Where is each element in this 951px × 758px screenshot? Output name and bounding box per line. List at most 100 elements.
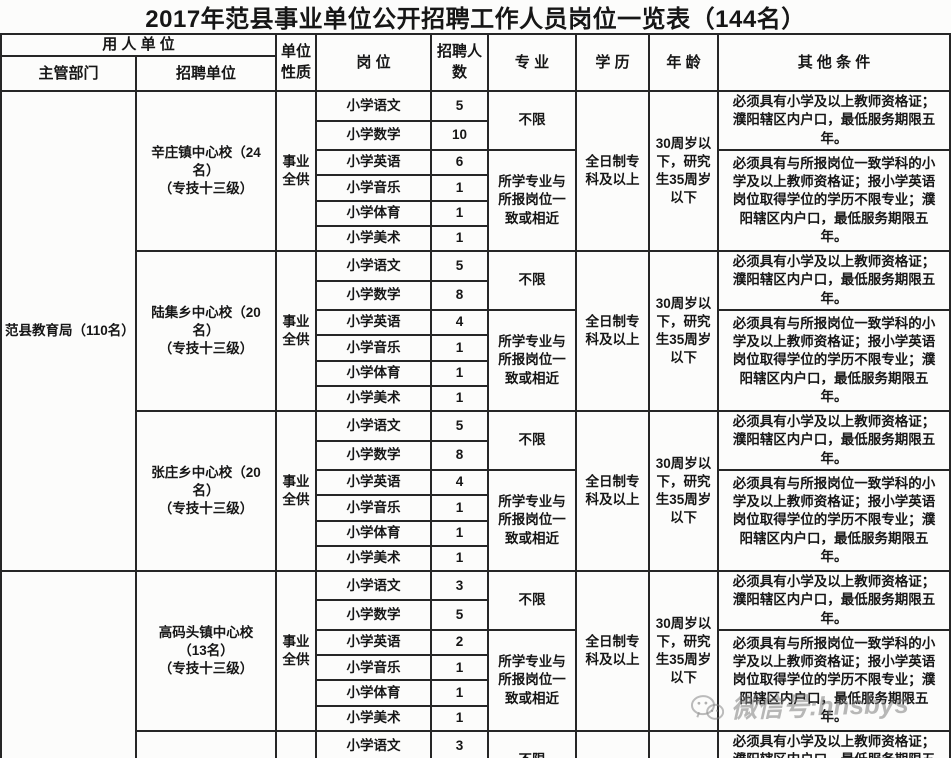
table-row: 小学美术 1 bbox=[1, 544, 950, 573]
position-cell: 小学语文 bbox=[315, 250, 433, 282]
header-row-2: 主管部门 招聘单位 bbox=[0, 55, 950, 93]
age-cell: 30周岁以下，研究生35周岁以下 bbox=[648, 570, 720, 733]
major-cell: 所学专业与所报岗位一致或相近 bbox=[487, 468, 578, 573]
headcount-cell: 2 bbox=[430, 628, 490, 657]
table-row: 小学体育 1 bbox=[1, 359, 950, 387]
headcount-cell: 1 bbox=[430, 334, 490, 362]
headcount-cell: 1 bbox=[430, 654, 490, 682]
table-row: 小学音乐 1 bbox=[1, 334, 950, 362]
headcount-cell: 1 bbox=[430, 224, 490, 253]
headcount-cell: 1 bbox=[430, 519, 490, 547]
education-cell: 全日制专科及以上 bbox=[575, 250, 651, 413]
position-cell: 小学音乐 bbox=[315, 654, 433, 682]
age-cell: 30周岁以下，研究生35周岁以下 bbox=[648, 250, 720, 413]
position-cell: 小学英语 bbox=[315, 468, 433, 497]
position-cell: 小学英语 bbox=[315, 628, 433, 657]
education-cell: 全日制专科及以上 bbox=[575, 570, 651, 733]
position-cell: 小学英语 bbox=[315, 308, 433, 337]
other-cond-cell: 必须具有小学及以上教师资格证；濮阳辖区内户口，最低服务期限五年。 bbox=[717, 570, 951, 631]
major-cell: 不限 bbox=[487, 90, 578, 151]
position-cell: 小学数学 bbox=[315, 439, 433, 471]
education-cell: 全日制专科及以上 bbox=[575, 90, 651, 253]
header-education: 学 历 bbox=[575, 32, 651, 93]
headcount-cell: 1 bbox=[430, 384, 490, 413]
other-cond-cell: 必须具有与所报岗位一致学科的小学及以上教师资格证；报小学英语岗位取得学位的学历不… bbox=[717, 468, 951, 573]
table-row: 小学音乐 1 bbox=[1, 174, 950, 202]
headcount-cell: 10 bbox=[430, 119, 490, 151]
position-cell: 小学语文 bbox=[315, 730, 433, 758]
positions-table: 用 人 单 位 单位性质 岗 位 招聘人数 专 业 学 历 年 龄 其 他 条 … bbox=[0, 32, 951, 758]
table-row: 小学音乐 1 bbox=[1, 654, 950, 682]
headcount-cell: 5 bbox=[430, 90, 490, 122]
position-cell: 小学语文 bbox=[315, 410, 433, 442]
headcount-cell: 1 bbox=[430, 174, 490, 202]
header-position: 岗 位 bbox=[315, 32, 433, 93]
other-cond-cell: 必须具有小学及以上教师资格证；濮阳辖区内户口，最低服务期限五年。 bbox=[717, 90, 951, 151]
position-cell: 小学体育 bbox=[315, 199, 433, 227]
age-cell bbox=[648, 730, 720, 758]
table-row: 小学数学 8 bbox=[1, 279, 950, 311]
major-cell: 不限 bbox=[487, 730, 578, 758]
position-cell: 小学语文 bbox=[315, 90, 433, 122]
headcount-cell: 1 bbox=[430, 494, 490, 522]
position-cell: 小学数学 bbox=[315, 599, 433, 631]
table-row: 张庄乡中心校（20名） （专技十三级） 事业 全供 小学语文 5 不限 全日制专… bbox=[1, 410, 951, 573]
table-row: 陆集乡中心校（20名） （专技十三级） 事业 全供 小学语文 5 不限 全日制专… bbox=[1, 250, 951, 413]
major-cell: 所学专业与所报岗位一致或相近 bbox=[487, 148, 578, 253]
position-cell: 小学数学 bbox=[315, 119, 433, 151]
position-cell: 小学体育 bbox=[315, 359, 433, 387]
headcount-cell: 4 bbox=[430, 468, 490, 497]
page-title: 2017年范县事业单位公开招聘工作人员岗位一览表（144名） bbox=[145, 6, 806, 33]
headcount-cell: 8 bbox=[430, 439, 490, 471]
age-cell: 30周岁以下，研究生35周岁以下 bbox=[648, 90, 720, 253]
major-cell: 所学专业与所报岗位一致或相近 bbox=[487, 628, 578, 733]
other-cond-cell: 必须具有与所报岗位一致学科的小学及以上教师资格证；报小学英语岗位取得学位的学历不… bbox=[717, 308, 951, 413]
position-cell: 小学美术 bbox=[315, 704, 433, 733]
headcount-cell: 1 bbox=[430, 704, 490, 733]
other-cond-cell: 必须具有与所报岗位一致学科的小学及以上教师资格证；报小学英语岗位取得学位的学历不… bbox=[717, 628, 951, 733]
table-row: 小学数学 10 bbox=[1, 119, 950, 151]
education-cell: 全日制专科及以上 bbox=[575, 410, 651, 573]
recruit-unit-cell bbox=[134, 730, 278, 758]
headcount-cell: 6 bbox=[430, 148, 490, 177]
unit-nature-cell: 事业 全供 bbox=[275, 90, 318, 253]
headcount-cell: 1 bbox=[430, 544, 490, 573]
header-employer-group: 用 人 单 位 bbox=[0, 32, 278, 58]
headcount-cell: 1 bbox=[430, 359, 490, 387]
supervisor-cell-2 bbox=[0, 570, 137, 758]
headcount-cell: 1 bbox=[430, 199, 490, 227]
table-row: 高码头镇中心校 （13名） （专技十三级） 事业 全供 小学语文 3 不限 全日… bbox=[0, 570, 951, 758]
header-major: 专 业 bbox=[487, 32, 578, 93]
table-row: 小学英语 4 所学专业与所报岗位一致或相近 必须具有与所报岗位一致学科的小学及以… bbox=[1, 308, 951, 413]
table-row: 小学体育 1 bbox=[1, 519, 950, 547]
position-cell: 小学美术 bbox=[315, 544, 433, 573]
headcount-cell: 5 bbox=[430, 410, 490, 442]
header-row-1: 用 人 单 位 单位性质 岗 位 招聘人数 专 业 学 历 年 龄 其 他 条 … bbox=[0, 32, 951, 93]
headcount-cell: 4 bbox=[430, 308, 490, 337]
headcount-cell: 5 bbox=[430, 599, 490, 631]
major-cell: 不限 bbox=[487, 410, 578, 471]
other-cond-cell: 必须具有小学及以上教师资格证；濮阳辖区内户口，最低服务期限五年。 bbox=[717, 250, 951, 311]
table-row: 范县教育局（110名） 辛庄镇中心校（24名） （专技十三级） 事业 全供 小学… bbox=[0, 90, 951, 573]
table-row: 小学英语 2 所学专业与所报岗位一致或相近 必须具有与所报岗位一致学科的小学及以… bbox=[1, 628, 951, 733]
position-cell: 小学语文 bbox=[315, 570, 433, 602]
unit-nature-cell bbox=[275, 730, 318, 758]
table-row: 小学数学 8 bbox=[1, 439, 950, 471]
other-cond-cell: 必须具有小学及以上教师资格证；濮阳辖区内户口，最低服务期限五年。 bbox=[717, 730, 951, 758]
table-row: 小学美术 1 bbox=[1, 704, 950, 733]
headcount-cell: 8 bbox=[430, 279, 490, 311]
table-row: 小学数学 5 bbox=[1, 599, 950, 631]
header-headcount: 招聘人数 bbox=[430, 32, 490, 93]
position-cell: 小学数学 bbox=[315, 279, 433, 311]
header-recruit-unit: 招聘单位 bbox=[134, 55, 278, 93]
table-row: 小学体育 1 bbox=[1, 199, 950, 227]
headcount-cell: 5 bbox=[430, 250, 490, 282]
position-cell: 小学体育 bbox=[315, 679, 433, 707]
table-row: 小学音乐 1 bbox=[1, 494, 950, 522]
table-row: 小学体育 1 bbox=[1, 679, 950, 707]
header-unit-nature: 单位性质 bbox=[275, 32, 318, 93]
recruit-unit-cell: 辛庄镇中心校（24名） （专技十三级） bbox=[134, 90, 278, 253]
supervisor-cell: 范县教育局（110名） bbox=[0, 90, 137, 573]
position-cell: 小学音乐 bbox=[315, 334, 433, 362]
major-cell: 不限 bbox=[487, 250, 578, 311]
